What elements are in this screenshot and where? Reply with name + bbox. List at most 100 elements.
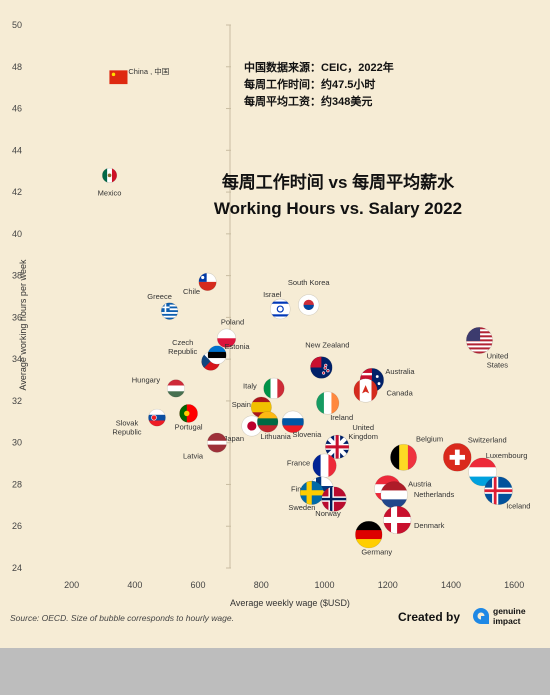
point-united-kingdom: [325, 434, 350, 459]
y-axis-label: Average working hours per week: [18, 259, 28, 390]
point-label: Switzerland: [468, 435, 507, 444]
y-tick-label: 26: [12, 521, 22, 531]
y-ticks: 24 26 28 30 32 34 36 38 40 42 44 46 48 50: [12, 20, 231, 573]
mexico-flag-icon: [102, 168, 117, 183]
point-label: France: [287, 459, 310, 468]
point-estonia: [207, 345, 227, 365]
y-tick-label: 38: [12, 271, 22, 281]
watermark-bar: [0, 648, 550, 695]
point-china: [109, 70, 128, 85]
point-label: Australia: [385, 367, 415, 376]
note-line-1: 中国数据来源：CEIC，2022年: [244, 60, 394, 74]
brand-name-line-1: genuine: [493, 606, 526, 616]
point-label: Slovak Republic: [112, 419, 141, 437]
slovenia-flag-icon: [282, 410, 304, 433]
y-tick-label: 34: [12, 354, 22, 364]
poland-flag-icon: [217, 328, 236, 348]
luxembourg-flag-icon: [468, 457, 497, 486]
united-states-flag-icon: [466, 327, 493, 354]
point-lithuania: [256, 411, 279, 433]
x-tick-label: 1600: [504, 580, 524, 590]
x-axis-label: Average weekly wage ($USD): [230, 598, 350, 608]
latvia-flag-icon: [207, 433, 227, 453]
point-label: Canada: [386, 388, 413, 397]
point-label: Sweden: [288, 503, 315, 512]
point-slovak-republic: [148, 408, 166, 427]
point-netherlands: [380, 481, 408, 509]
point-israel: [270, 298, 291, 320]
y-tick-label: 40: [12, 229, 22, 239]
point-sweden: [299, 480, 324, 505]
germany-flag-icon: [355, 521, 383, 549]
y-tick-label: 28: [12, 479, 22, 489]
y-tick-label: 48: [12, 62, 22, 72]
point-south-korea: [298, 294, 320, 316]
point-portugal: [179, 404, 198, 423]
point-label: Slovenia: [293, 430, 323, 439]
point-poland: [216, 328, 237, 348]
point-label: Spain: [232, 400, 251, 409]
point-label: Poland: [221, 317, 244, 326]
note-line-2: 每周工作时间：约47.5小时: [244, 77, 375, 91]
x-ticks: 200 400 600 800 1000 1200 1400 1600: [64, 580, 524, 590]
point-switzerland: [442, 443, 472, 472]
y-tick-label: 30: [12, 438, 22, 448]
y-tick-label: 44: [12, 145, 22, 155]
point-new-zealand: [310, 356, 333, 379]
point-label: Portugal: [175, 422, 203, 431]
point-label: Italy: [243, 381, 257, 390]
x-tick-label: 600: [191, 580, 206, 590]
point-label: Netherlands: [414, 490, 455, 499]
estonia-flag-icon: [207, 345, 227, 365]
point-belgium: [390, 443, 417, 471]
point-latvia: [207, 432, 227, 453]
point-label: Germany: [361, 548, 392, 557]
new-zealand-flag-icon: [310, 356, 333, 379]
x-tick-label: 200: [64, 580, 79, 590]
point-hungary: [166, 379, 185, 398]
point-united-states: [466, 326, 493, 354]
point-label: Hungary: [132, 375, 161, 384]
denmark-flag-icon: [383, 506, 412, 534]
japan-flag-icon: [241, 415, 262, 437]
hungary-flag-icon: [167, 379, 185, 398]
point-germany: [355, 520, 383, 549]
point-label: United Kingdom: [348, 423, 378, 441]
chile-flag-icon: [198, 273, 217, 291]
chart-title: Working Hours vs. Salary 2022: [214, 199, 462, 218]
point-label: Iceland: [506, 502, 530, 511]
chart-title-cn: 每周工作时间 vs 每周平均薪水: [222, 172, 455, 192]
genuine-impact-logo-icon: [473, 608, 489, 624]
point-label: Norway: [315, 509, 341, 518]
united-kingdom-flag-icon: [325, 435, 349, 459]
ireland-flag-icon: [316, 391, 339, 415]
source-note: Source: OECD. Size of bubble corresponds…: [10, 613, 234, 623]
point-label: Belgium: [416, 434, 443, 443]
point-france: [312, 453, 337, 478]
point-label: Austria: [408, 480, 432, 489]
portugal-flag-icon: [179, 404, 198, 423]
point-slovenia: [281, 410, 305, 433]
note-line-3: 每周平均工资：约348美元: [244, 94, 372, 108]
sweden-flag-icon: [300, 481, 324, 505]
slovak-republic-flag-icon: [148, 409, 166, 427]
brand-name-line-2: impact: [493, 616, 521, 626]
france-flag-icon: [312, 453, 337, 478]
y-tick-label: 36: [12, 312, 22, 322]
canada-flag-icon: [353, 378, 378, 403]
point-label: Luxembourg: [486, 451, 528, 460]
point-label: Denmark: [414, 521, 445, 530]
point-label: New Zealand: [305, 341, 349, 350]
data-points: China , 中国 Mexico Greece Chile Israel South K…: [98, 66, 531, 556]
point-denmark: [383, 505, 412, 535]
x-tick-label: 1400: [441, 580, 461, 590]
point-chile: [198, 272, 217, 291]
point-label: Chile: [183, 287, 200, 296]
netherlands-flag-icon: [380, 481, 408, 509]
point-label: Lithuania: [260, 432, 291, 441]
x-tick-label: 400: [127, 580, 142, 590]
point-label: Estonia: [225, 342, 251, 351]
point-label: Czech Republic: [168, 338, 197, 356]
